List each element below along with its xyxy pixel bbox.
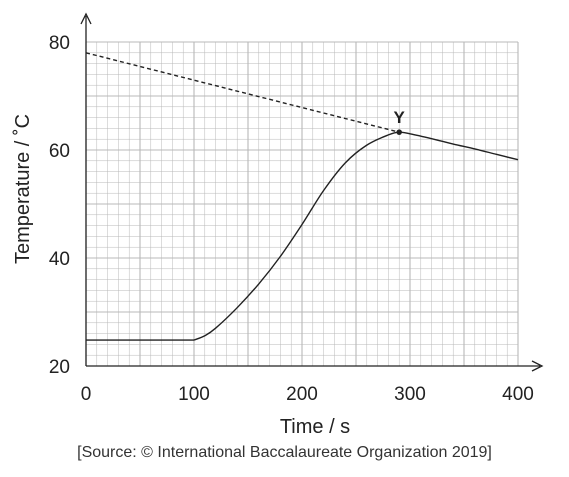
- source-caption: [Source: © International Baccalaureate O…: [77, 444, 492, 461]
- temperature-curve: [193, 131, 519, 341]
- y-tick-label: 80: [49, 33, 70, 54]
- point-y-label: Y: [394, 108, 406, 127]
- tick-labels: 0 100 200 300 400 20 40 60 80: [49, 33, 534, 405]
- x-axis-title: Time / s: [280, 416, 350, 438]
- x-axis-arrow: [531, 360, 544, 372]
- axes: [80, 12, 544, 372]
- extrapolation-line: [85, 52, 400, 133]
- y-tick-label: 60: [49, 141, 70, 162]
- annotations: Y: [394, 108, 406, 135]
- y-axis-title: Temperature / ˚C: [12, 114, 34, 264]
- x-tick-label: 200: [286, 384, 318, 405]
- grid: [85, 41, 519, 367]
- y-tick-label: 40: [49, 249, 70, 270]
- x-tick-label: 300: [394, 384, 426, 405]
- x-tick-label: 100: [178, 384, 210, 405]
- point-y-marker: [396, 129, 403, 135]
- x-tick-label: 0: [81, 384, 92, 405]
- x-tick-label: 400: [502, 384, 534, 405]
- data-series: [85, 52, 519, 341]
- y-axis-arrow: [80, 12, 92, 25]
- y-tick-label: 20: [49, 357, 70, 378]
